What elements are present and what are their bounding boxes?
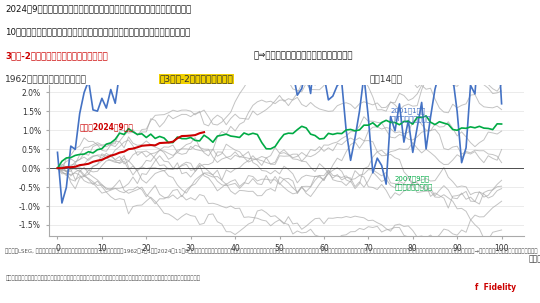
Text: （営業日）: （営業日） <box>529 255 540 264</box>
Text: 米3ヵ月-2年金利差の変化幅: 米3ヵ月-2年金利差の変化幅 <box>159 75 233 84</box>
Text: 1962年以降の利下げ開始後の: 1962年以降の利下げ開始後の <box>5 75 87 84</box>
Text: 今回：2024年9月～: 今回：2024年9月～ <box>80 122 134 131</box>
Text: 3ヵ月-2年イールドカーブはスティープ化: 3ヵ月-2年イールドカーブはスティープ化 <box>5 51 108 60</box>
Text: f  Fidelity: f Fidelity <box>475 283 516 292</box>
Text: （全14回）: （全14回） <box>370 75 403 84</box>
Text: あらゆる記述やチャートは、例示目的もしくは過去の実績であり、将来の傾向、数値等を保証もしくは示唆するものではありません。: あらゆる記述やチャートは、例示目的もしくは過去の実績であり、将来の傾向、数値等を… <box>5 275 200 281</box>
Text: 2001年1月～
（ITバブル崩壊後）: 2001年1月～ （ITバブル崩壊後） <box>390 108 431 122</box>
Text: （出所）LSEG, フィデリティ・インスティテュート。（注）データの期間：1962年1月1日～2024年11月8日。日次。利下げ局面の判断は、実効フェデラルファ: （出所）LSEG, フィデリティ・インスティテュート。（注）データの期間：196… <box>5 248 538 254</box>
Text: （⇒利下げ織り込みの一部解消が進む）。: （⇒利下げ織り込みの一部解消が進む）。 <box>254 51 353 60</box>
Text: 10月以降は、「トランプ新政権誕生による財政悪化懸念」と言われもするが、: 10月以降は、「トランプ新政権誕生による財政悪化懸念」と言われもするが、 <box>5 27 191 36</box>
Text: 2024年9月からの利下げは「長期ゾーン金利の異例な上昇」を呼んでおり、: 2024年9月からの利下げは「長期ゾーン金利の異例な上昇」を呼んでおり、 <box>5 4 192 13</box>
Text: 2007年9月～
（世界金融危機へ）: 2007年9月～ （世界金融危機へ） <box>395 176 433 190</box>
